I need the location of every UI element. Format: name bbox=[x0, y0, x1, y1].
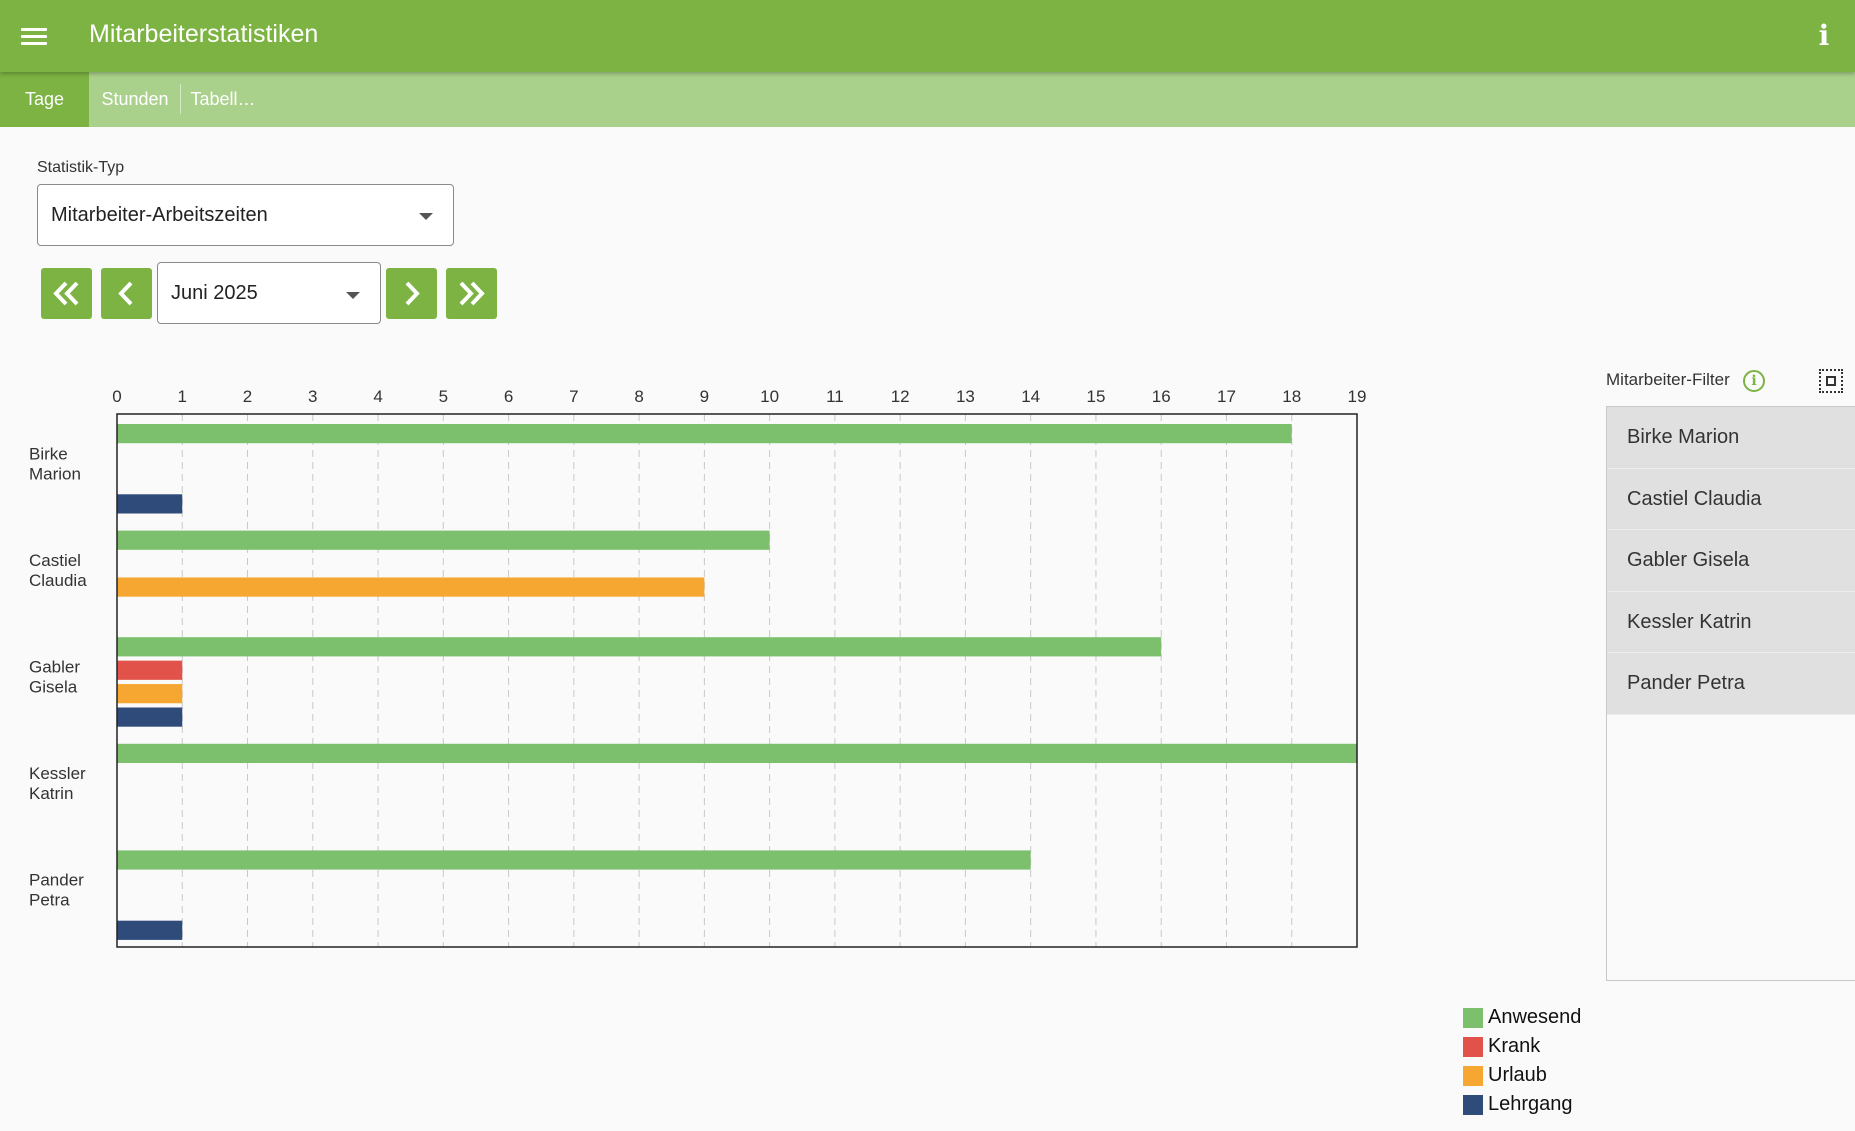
previous-month-button[interactable] bbox=[101, 268, 152, 319]
chart-legend: Anwesend Krank Urlaub Lehrgang bbox=[1463, 1003, 1581, 1119]
stat-type-select[interactable]: Mitarbeiter-Arbeitszeiten bbox=[37, 184, 454, 246]
bar-anwesend bbox=[117, 637, 1162, 657]
bar-anwesend bbox=[117, 743, 1357, 764]
x-tick-label: 13 bbox=[956, 387, 975, 406]
tab-stunden[interactable]: Stunden bbox=[101, 89, 169, 109]
bar-urlaub bbox=[117, 684, 183, 704]
category-label: Marion bbox=[29, 464, 81, 483]
bar-lehrgang bbox=[117, 920, 183, 940]
filter-item[interactable]: Birke Marion bbox=[1607, 407, 1855, 469]
filter-item[interactable]: Gabler Gisela bbox=[1607, 530, 1855, 592]
filter-item[interactable]: Kessler Katrin bbox=[1607, 591, 1855, 653]
legend-label: Krank bbox=[1488, 1035, 1541, 1057]
x-tick-label: 1 bbox=[178, 387, 187, 406]
double-chevron-right-icon bbox=[459, 281, 485, 306]
x-tick-label: 19 bbox=[1348, 387, 1367, 406]
bar-lehrgang bbox=[117, 707, 183, 727]
app-title: Mitarbeiterstatistiken bbox=[89, 20, 319, 48]
plot-frame bbox=[116, 413, 1358, 948]
last-month-button[interactable] bbox=[446, 268, 497, 319]
x-tick-label: 12 bbox=[891, 387, 910, 406]
category-label: Gisela bbox=[29, 678, 78, 697]
employee-filter-list: Birke Marion Castiel Claudia Gabler Gise… bbox=[1606, 406, 1855, 981]
bar-lehrgang bbox=[117, 494, 183, 514]
category-label: Petra bbox=[29, 891, 70, 910]
x-tick-label: 3 bbox=[308, 387, 317, 406]
x-tick-label: 17 bbox=[1217, 387, 1236, 406]
x-tick-label: 2 bbox=[243, 387, 252, 406]
legend-label: Urlaub bbox=[1488, 1064, 1547, 1086]
bar-anwesend bbox=[117, 424, 1292, 444]
chevron-left-icon bbox=[118, 281, 133, 306]
chevron-right-icon bbox=[405, 281, 420, 306]
x-tick-label: 10 bbox=[760, 387, 779, 406]
x-tick-label: 5 bbox=[439, 387, 448, 406]
x-tick-label: 7 bbox=[569, 387, 578, 406]
app-bar: Mitarbeiterstatistiken i bbox=[0, 0, 1855, 72]
filter-title: Mitarbeiter-Filter bbox=[1606, 370, 1730, 389]
x-tick-label: 0 bbox=[112, 387, 121, 406]
x-tick-label: 11 bbox=[826, 387, 844, 406]
legend-swatch bbox=[1463, 1094, 1483, 1115]
bar-krank bbox=[117, 660, 183, 680]
category-label: Pander bbox=[29, 871, 84, 890]
legend-item: Anwesend bbox=[1463, 1003, 1581, 1032]
month-value: Juni 2025 bbox=[171, 282, 258, 304]
chevron-down-icon bbox=[346, 292, 360, 299]
tab-tage[interactable]: Tage bbox=[0, 72, 89, 127]
x-tick-label: 14 bbox=[1021, 387, 1040, 406]
filter-item[interactable]: Castiel Claudia bbox=[1607, 468, 1855, 530]
month-select[interactable]: Juni 2025 bbox=[157, 262, 381, 324]
select-all-icon[interactable] bbox=[1819, 369, 1843, 393]
x-tick-label: 18 bbox=[1282, 387, 1301, 406]
next-month-button[interactable] bbox=[386, 268, 437, 319]
x-tick-label: 6 bbox=[504, 387, 513, 406]
x-tick-label: 8 bbox=[634, 387, 643, 406]
bar-urlaub bbox=[117, 577, 705, 597]
category-label: Castiel bbox=[29, 551, 81, 570]
category-label: Katrin bbox=[29, 784, 73, 803]
legend-swatch bbox=[1463, 1036, 1483, 1057]
filter-item[interactable]: Pander Petra bbox=[1607, 653, 1855, 715]
bar-anwesend bbox=[117, 850, 1031, 870]
bar-anwesend bbox=[117, 530, 770, 550]
double-chevron-left-icon bbox=[53, 281, 79, 306]
info-icon[interactable]: i bbox=[1818, 19, 1830, 52]
stat-type-value: Mitarbeiter-Arbeitszeiten bbox=[51, 204, 268, 226]
info-icon[interactable]: i bbox=[1743, 370, 1765, 392]
hamburger-menu-icon[interactable] bbox=[21, 28, 47, 46]
x-tick-label: 16 bbox=[1152, 387, 1171, 406]
chevron-down-icon bbox=[419, 213, 433, 220]
tab-bar: Tage Stunden Tabell… bbox=[0, 72, 1855, 127]
legend-label: Anwesend bbox=[1488, 1006, 1582, 1028]
stat-type-label: Statistik-Typ bbox=[37, 159, 125, 176]
x-tick-label: 9 bbox=[700, 387, 709, 406]
legend-item: Lehrgang bbox=[1463, 1090, 1581, 1119]
legend-swatch bbox=[1463, 1065, 1483, 1086]
first-month-button[interactable] bbox=[41, 268, 92, 319]
x-tick-label: 4 bbox=[373, 387, 382, 406]
category-label: Kessler bbox=[29, 764, 86, 783]
x-tick-label: 15 bbox=[1086, 387, 1105, 406]
legend-label: Lehrgang bbox=[1488, 1093, 1573, 1115]
legend-item: Urlaub bbox=[1463, 1061, 1581, 1090]
category-label: Claudia bbox=[29, 571, 87, 590]
tab-divider bbox=[180, 84, 181, 114]
bar-chart: 0 1 2 3 4 5 6 7 8 9 10 11 12 13 14 15 16 17 18 19BirkeMario… bbox=[29, 387, 1367, 948]
category-label: Birke bbox=[29, 444, 68, 463]
legend-item: Krank bbox=[1463, 1032, 1581, 1061]
legend-swatch bbox=[1463, 1007, 1483, 1028]
tab-tabelle[interactable]: Tabell… bbox=[190, 89, 256, 109]
category-label: Gabler bbox=[29, 658, 80, 677]
